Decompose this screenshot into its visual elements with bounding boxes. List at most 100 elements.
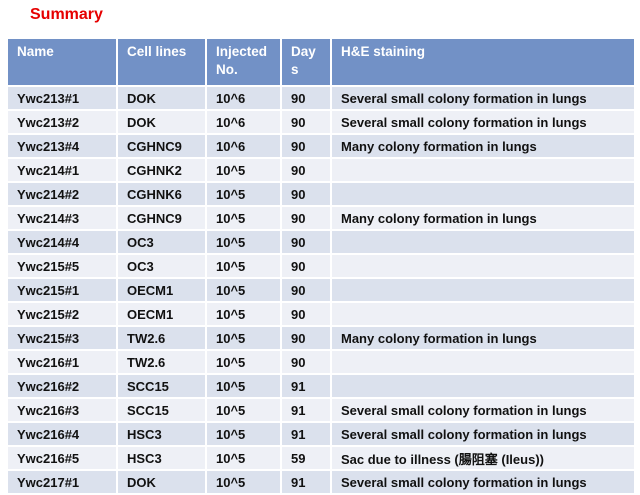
table-cell-name: Ywc213#2 xyxy=(6,109,118,135)
header-row: Name Cell lines Injected No. Days H&E st… xyxy=(6,37,636,87)
table-cell-injected-no: 10^5 xyxy=(205,421,282,447)
table-row: Ywc214#3 CGHNC9 10^5 90 Many colony formatio… xyxy=(6,205,636,231)
table-cell-injected-no: 10^5 xyxy=(205,349,282,375)
column-header-cell-lines: Cell lines xyxy=(116,37,207,87)
table-cell-injected-no: 10^5 xyxy=(205,229,282,255)
table-cell-name: Ywc215#5 xyxy=(6,253,118,279)
table-cell-days: 91 xyxy=(280,469,332,495)
table-cell-days: 90 xyxy=(280,229,332,255)
table-cell-he-staining xyxy=(330,157,636,183)
table-body: Ywc213#1 DOK 10^6 90 Several small colony fo… xyxy=(6,85,636,495)
table-cell-cell-lines: DOK xyxy=(116,109,207,135)
table-cell-injected-no: 10^5 xyxy=(205,205,282,231)
table-cell-days: 90 xyxy=(280,181,332,207)
table-cell-he-staining: Several small colony formation in lungs xyxy=(330,397,636,423)
table-cell-cell-lines: CGHNK6 xyxy=(116,181,207,207)
table-cell-name: Ywc215#2 xyxy=(6,301,118,327)
table-cell-injected-no: 10^5 xyxy=(205,373,282,399)
table-cell-he-staining xyxy=(330,349,636,375)
summary-table: Name Cell lines Injected No. Days H&E st… xyxy=(6,37,636,495)
table-cell-days: 90 xyxy=(280,157,332,183)
table-cell-injected-no: 10^5 xyxy=(205,157,282,183)
table-cell-he-staining: Several small colony formation in lungs xyxy=(330,85,636,111)
table-cell-injected-no: 10^5 xyxy=(205,277,282,303)
table-cell-name: Ywc214#3 xyxy=(6,205,118,231)
table-cell-cell-lines: CGHNC9 xyxy=(116,205,207,231)
table-cell-injected-no: 10^5 xyxy=(205,301,282,327)
table-row: Ywc217#1 DOK 10^5 91 Several small colony fo… xyxy=(6,469,636,495)
table-cell-cell-lines: SCC15 xyxy=(116,397,207,423)
table-cell-name: Ywc213#4 xyxy=(6,133,118,159)
column-header-he-staining: H&E staining xyxy=(330,37,636,87)
table-row: Ywc215#3 TW2.6 10^5 90 Many colony formation… xyxy=(6,325,636,351)
table-cell-days: 91 xyxy=(280,373,332,399)
table-cell-days: 90 xyxy=(280,325,332,351)
table-cell-cell-lines: TW2.6 xyxy=(116,325,207,351)
column-header-label: Days xyxy=(291,44,316,77)
table-cell-days: 90 xyxy=(280,85,332,111)
table-row: Ywc216#5 HSC3 10^5 59 Sac due to illness (腸阻… xyxy=(6,445,636,471)
column-header-name: Name xyxy=(6,37,118,87)
table-cell-he-staining: Sac due to illness (腸阻塞 (Ileus)) xyxy=(330,445,636,471)
column-header-days: Days xyxy=(280,37,332,87)
table-cell-cell-lines: OECM1 xyxy=(116,277,207,303)
column-header-label: Injected No. xyxy=(216,44,268,77)
table-row: Ywc216#3 SCC15 10^5 91 Several small colony … xyxy=(6,397,636,423)
table-cell-injected-no: 10^6 xyxy=(205,109,282,135)
table-cell-he-staining xyxy=(330,373,636,399)
table-row: Ywc215#1 OECM1 10^5 90 xyxy=(6,277,636,303)
table-cell-name: Ywc216#3 xyxy=(6,397,118,423)
table-cell-name: Ywc214#2 xyxy=(6,181,118,207)
table-cell-injected-no: 10^6 xyxy=(205,133,282,159)
table-cell-he-staining: Several small colony formation in lungs xyxy=(330,469,636,495)
table-cell-he-staining xyxy=(330,277,636,303)
table-cell-days: 90 xyxy=(280,205,332,231)
table-header: Name Cell lines Injected No. Days H&E st… xyxy=(6,37,636,87)
table-cell-injected-no: 10^5 xyxy=(205,469,282,495)
table-cell-he-staining xyxy=(330,181,636,207)
table-cell-he-staining: Several small colony formation in lungs xyxy=(330,109,636,135)
table-cell-name: Ywc216#5 xyxy=(6,445,118,471)
table-cell-injected-no: 10^5 xyxy=(205,181,282,207)
table-cell-cell-lines: OC3 xyxy=(116,253,207,279)
table-row: Ywc216#2 SCC15 10^5 91 xyxy=(6,373,636,399)
table-cell-name: Ywc217#1 xyxy=(6,469,118,495)
table-cell-cell-lines: TW2.6 xyxy=(116,349,207,375)
table-cell-he-staining xyxy=(330,229,636,255)
table-cell-injected-no: 10^5 xyxy=(205,253,282,279)
table-cell-days: 90 xyxy=(280,133,332,159)
table-cell-name: Ywc215#3 xyxy=(6,325,118,351)
table-cell-cell-lines: DOK xyxy=(116,85,207,111)
table-cell-name: Ywc216#1 xyxy=(6,349,118,375)
column-header-label: H&E staining xyxy=(341,44,426,59)
table-cell-name: Ywc215#1 xyxy=(6,277,118,303)
table-cell-days: 90 xyxy=(280,253,332,279)
table-cell-days: 90 xyxy=(280,109,332,135)
table-cell-cell-lines: HSC3 xyxy=(116,421,207,447)
table-cell-cell-lines: OECM1 xyxy=(116,301,207,327)
table-row: Ywc213#1 DOK 10^6 90 Several small colony fo… xyxy=(6,85,636,111)
table-row: Ywc213#4 CGHNC9 10^6 90 Many colony formatio… xyxy=(6,133,636,159)
table-row: Ywc213#2 DOK 10^6 90 Several small colony fo… xyxy=(6,109,636,135)
table-cell-name: Ywc214#4 xyxy=(6,229,118,255)
table-row: Ywc214#2 CGHNK6 10^5 90 xyxy=(6,181,636,207)
page-title: Summary xyxy=(30,6,103,23)
table-cell-cell-lines: OC3 xyxy=(116,229,207,255)
table-cell-name: Ywc214#1 xyxy=(6,157,118,183)
table-cell-name: Ywc213#1 xyxy=(6,85,118,111)
table-cell-he-staining: Many colony formation in lungs xyxy=(330,325,636,351)
table-cell-injected-no: 10^5 xyxy=(205,325,282,351)
table-cell-days: 91 xyxy=(280,397,332,423)
table-cell-cell-lines: DOK xyxy=(116,469,207,495)
table-row: Ywc216#1 TW2.6 10^5 90 xyxy=(6,349,636,375)
column-header-label: Cell lines xyxy=(127,44,187,59)
table-row: Ywc214#4 OC3 10^5 90 xyxy=(6,229,636,255)
table-cell-he-staining xyxy=(330,253,636,279)
table-cell-days: 91 xyxy=(280,421,332,447)
table-cell-injected-no: 10^5 xyxy=(205,445,282,471)
table-row: Ywc214#1 CGHNK2 10^5 90 xyxy=(6,157,636,183)
table-cell-days: 90 xyxy=(280,301,332,327)
column-header-label: Name xyxy=(17,44,54,59)
column-header-injected-no: Injected No. xyxy=(205,37,282,87)
table-cell-he-staining xyxy=(330,301,636,327)
